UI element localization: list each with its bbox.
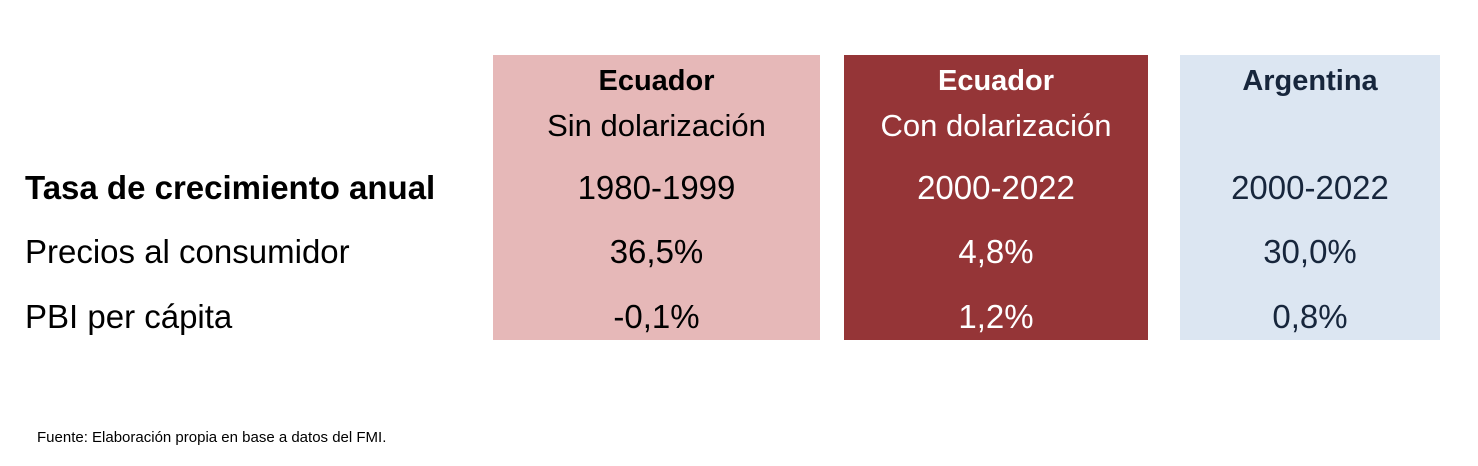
column-period: 1980-1999 [577, 169, 736, 206]
column-country: Ecuador [598, 65, 715, 97]
row-label-consumer-prices: Precios al consumidor [25, 233, 350, 270]
column-ecuador-with-dollarization: Ecuador Con dolarización 2000-2022 4,8% … [844, 55, 1148, 340]
source-note: Fuente: Elaboración propia en base a dat… [37, 429, 387, 446]
row-label-gdp-per-capita: PBI per cápita [25, 298, 233, 335]
column-period: 2000-2022 [1231, 169, 1389, 206]
gdp-per-capita-value: -0,1% [613, 298, 700, 335]
column-argentina: Argentina 2000-2022 30,0% 0,8% [1180, 55, 1440, 340]
column-period: 2000-2022 [917, 169, 1075, 206]
consumer-prices-value: 4,8% [958, 233, 1034, 270]
consumer-prices-value: 30,0% [1263, 233, 1357, 270]
column-subtitle: Sin dolarización [547, 108, 766, 143]
column-subtitle: Con dolarización [880, 108, 1112, 143]
growth-rate-header: Tasa de crecimiento anual [25, 169, 436, 206]
column-country: Ecuador [937, 65, 1055, 97]
consumer-prices-value: 36,5% [609, 233, 704, 270]
gdp-per-capita-value: 0,8% [1272, 298, 1348, 335]
column-country: Argentina [1242, 65, 1378, 97]
gdp-per-capita-value: 1,2% [958, 298, 1034, 335]
column-ecuador-without-dollarization: Ecuador Sin dolarización 1980-1999 36,5%… [493, 55, 820, 340]
